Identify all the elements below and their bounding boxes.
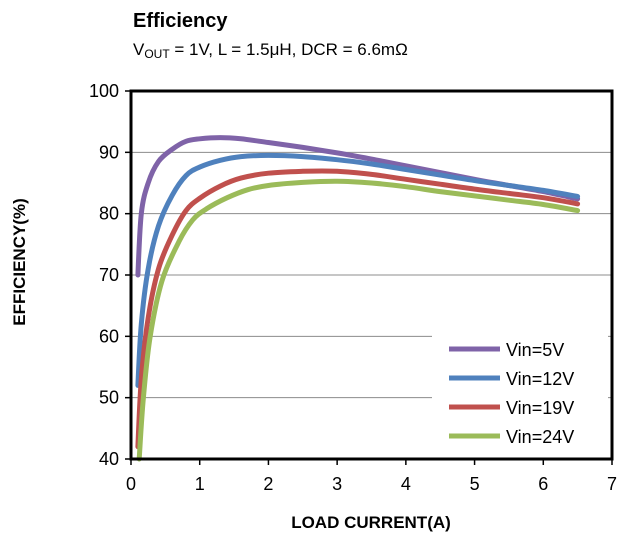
x-tick-label: 4 [401,474,411,494]
legend-label: Vin=19V [506,398,574,418]
series-line-vin-19v [135,168,581,450]
y-tick-label: 50 [99,388,119,408]
x-tick-label: 5 [470,474,480,494]
legend-label: Vin=24V [506,427,574,447]
x-tick-label: 3 [332,474,342,494]
x-tick-label: 2 [263,474,273,494]
chart-title: Efficiency [133,10,228,32]
y-axis-title: EFFICIENCY(%) [10,198,29,326]
x-tick-label: 1 [195,474,205,494]
y-tick-label: 40 [99,449,119,469]
x-tick-label: 7 [607,474,617,494]
legend-label: Vin=12V [506,369,574,389]
series-line-vin-12v [135,152,581,388]
y-axis-ticks: 40 50 60 70 80 90 100 [89,81,131,469]
y-tick-label: 60 [99,326,119,346]
subtitle-rest: = 1V, L = 1.5μH, DCR = 6.6mΩ [170,40,408,59]
legend-items: Vin=5V Vin=12V Vin=19V Vin=24V [449,340,574,447]
y-tick-label: 70 [99,265,119,285]
series-line-vin-24v [136,178,581,462]
x-tick-label: 0 [126,474,136,494]
x-axis-ticks: 0 1 2 3 4 5 6 7 [126,459,617,494]
y-tick-label: 80 [99,204,119,224]
legend-label: Vin=5V [506,340,564,360]
series-lines [135,135,581,462]
y-tick-label: 90 [99,142,119,162]
series-line-vin-5v [135,135,581,278]
chart-subtitle: VOUT = 1V, L = 1.5μH, DCR = 6.6mΩ [133,40,408,61]
subtitle-prefix: V [133,40,145,59]
legend: Vin=5V Vin=12V Vin=19V Vin=24V [432,332,608,456]
x-axis-title: LOAD CURRENT(A) [291,513,451,532]
y-tick-label: 100 [89,81,119,101]
x-tick-label: 6 [538,474,548,494]
subtitle-subscript: OUT [144,47,170,61]
